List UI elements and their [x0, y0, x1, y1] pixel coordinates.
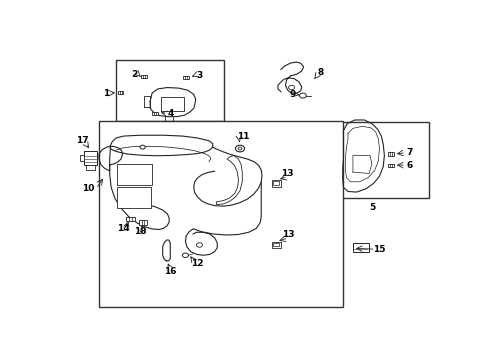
Text: 13: 13: [281, 169, 293, 178]
Text: 13: 13: [282, 230, 294, 239]
Text: 17: 17: [76, 136, 88, 145]
Bar: [183, 76, 189, 79]
Circle shape: [288, 85, 294, 90]
Bar: [271, 180, 280, 186]
Text: 2: 2: [131, 70, 137, 79]
Circle shape: [238, 147, 242, 150]
Bar: [271, 242, 280, 248]
Bar: [139, 220, 147, 225]
Bar: [99, 121, 343, 307]
Text: 15: 15: [372, 245, 385, 254]
Text: 5: 5: [368, 203, 374, 212]
Bar: [387, 152, 393, 156]
Bar: [118, 91, 123, 94]
Text: 1: 1: [102, 89, 109, 98]
Text: 11: 11: [236, 131, 249, 140]
Bar: [339, 122, 428, 198]
Circle shape: [235, 145, 244, 152]
Bar: [141, 75, 146, 78]
Text: 12: 12: [191, 259, 203, 268]
Bar: [352, 243, 368, 252]
Bar: [273, 181, 279, 185]
Bar: [84, 151, 97, 165]
Bar: [152, 112, 158, 115]
Text: 9: 9: [288, 90, 295, 99]
Bar: [116, 60, 224, 121]
Text: 14: 14: [117, 224, 130, 233]
Bar: [117, 187, 150, 208]
Bar: [126, 217, 134, 221]
Circle shape: [182, 253, 188, 257]
Text: 7: 7: [406, 148, 412, 157]
Bar: [85, 165, 95, 170]
Circle shape: [140, 145, 145, 149]
Bar: [273, 243, 279, 246]
Circle shape: [299, 93, 305, 98]
Bar: [387, 163, 393, 167]
Text: 6: 6: [406, 161, 412, 170]
Text: 8: 8: [317, 68, 323, 77]
Text: 18: 18: [134, 227, 147, 236]
Bar: [117, 164, 152, 185]
Circle shape: [196, 243, 202, 247]
Text: 3: 3: [196, 71, 202, 80]
Text: 10: 10: [82, 184, 94, 193]
Bar: [80, 156, 84, 161]
Text: 4: 4: [167, 109, 174, 118]
Text: 16: 16: [163, 267, 176, 276]
